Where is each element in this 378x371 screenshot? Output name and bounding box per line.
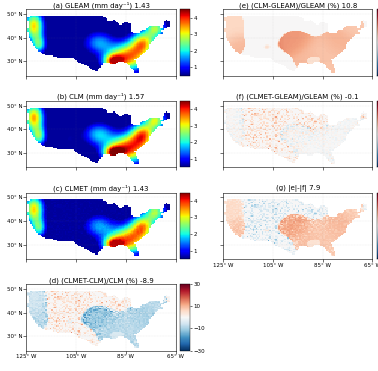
- Title: (f) (CLMET-GLEAM)/GLEAM (%) -0.1: (f) (CLMET-GLEAM)/GLEAM (%) -0.1: [237, 94, 359, 100]
- Title: (e) (CLM-GLEAM)/GLEAM (%) 10.8: (e) (CLM-GLEAM)/GLEAM (%) 10.8: [239, 2, 357, 9]
- Title: (c) CLMET (mm day⁻¹) 1.43: (c) CLMET (mm day⁻¹) 1.43: [53, 184, 149, 192]
- Title: (g) |e|-|f| 7.9: (g) |e|-|f| 7.9: [276, 186, 320, 193]
- Title: (b) CLM (mm day⁻¹) 1.57: (b) CLM (mm day⁻¹) 1.57: [57, 93, 145, 100]
- Title: (d) (CLMET-CLM)/CLM (%) -8.9: (d) (CLMET-CLM)/CLM (%) -8.9: [49, 277, 153, 283]
- Title: (a) GLEAM (mm day⁻¹) 1.43: (a) GLEAM (mm day⁻¹) 1.43: [53, 1, 150, 9]
